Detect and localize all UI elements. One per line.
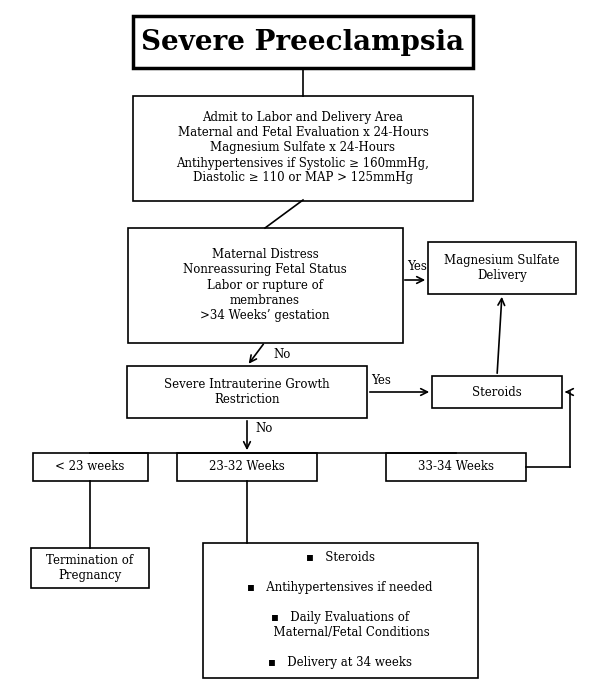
Bar: [432, 376, 562, 408]
Text: Magnesium Sulfate
Delivery: Magnesium Sulfate Delivery: [444, 254, 560, 282]
Text: Yes: Yes: [371, 373, 391, 386]
Bar: [133, 95, 473, 201]
Bar: [177, 453, 317, 481]
Text: ▪   Steroids

▪   Antihypertensives if needed

▪   Daily Evaluations of
      Ma: ▪ Steroids ▪ Antihypertensives if needed…: [247, 551, 433, 669]
Bar: [203, 542, 477, 678]
Bar: [127, 366, 367, 418]
Bar: [133, 16, 473, 68]
Text: < 23 weeks: < 23 weeks: [55, 460, 125, 473]
Bar: [428, 242, 576, 294]
Text: Severe Preeclampsia: Severe Preeclampsia: [142, 28, 465, 55]
Bar: [128, 228, 402, 342]
Text: No: No: [273, 348, 290, 360]
Bar: [386, 453, 526, 481]
Text: Maternal Distress
Nonreassuring Fetal Status
Labor or rupture of
membranes
>34 W: Maternal Distress Nonreassuring Fetal St…: [183, 248, 347, 322]
Text: Steroids: Steroids: [472, 386, 522, 399]
Text: Yes: Yes: [407, 261, 427, 273]
Bar: [33, 453, 148, 481]
Text: 33-34 Weeks: 33-34 Weeks: [418, 460, 494, 473]
Text: Termination of
Pregnancy: Termination of Pregnancy: [47, 554, 134, 582]
Bar: [31, 548, 149, 588]
Text: No: No: [255, 422, 272, 435]
Text: Severe Intrauterine Growth
Restriction: Severe Intrauterine Growth Restriction: [164, 378, 330, 406]
Text: Admit to Labor and Delivery Area
Maternal and Fetal Evaluation x 24-Hours
Magnes: Admit to Labor and Delivery Area Materna…: [177, 112, 430, 184]
Text: 23-32 Weeks: 23-32 Weeks: [209, 460, 285, 473]
